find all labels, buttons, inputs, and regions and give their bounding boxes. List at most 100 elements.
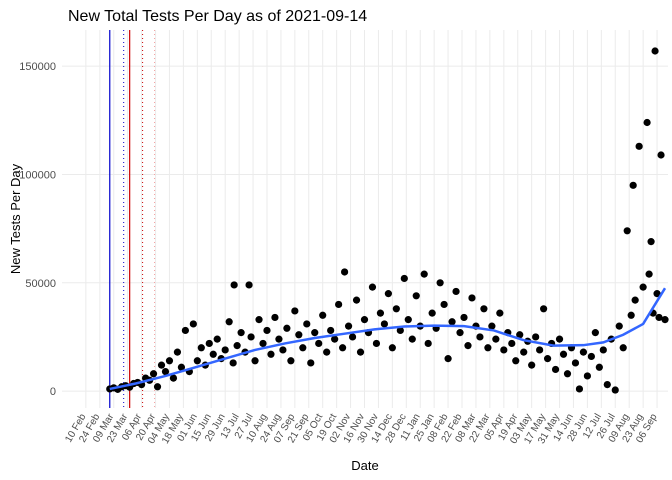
point (165, 357, 174, 365)
point (319, 311, 327, 319)
point (448, 318, 456, 326)
point (193, 357, 201, 365)
point (661, 316, 669, 324)
point (392, 305, 400, 313)
point (657, 151, 665, 159)
point (611, 386, 619, 394)
point (480, 305, 488, 313)
point (645, 270, 653, 278)
point (444, 355, 452, 363)
point (532, 333, 540, 341)
point (571, 359, 580, 367)
point (173, 348, 182, 356)
x-axis-label: Date (351, 458, 378, 473)
y-tick-label: 50000 (25, 278, 56, 290)
point (653, 290, 661, 298)
point (335, 300, 343, 309)
point (440, 300, 448, 309)
point (352, 296, 361, 304)
point (643, 118, 651, 127)
point (651, 47, 659, 55)
point (233, 342, 241, 350)
point (315, 339, 323, 348)
point (635, 142, 643, 150)
point (536, 346, 544, 354)
point (263, 326, 271, 335)
point (631, 296, 639, 304)
point (221, 346, 229, 354)
point (376, 309, 385, 317)
point (615, 322, 623, 330)
point (275, 335, 283, 343)
point (408, 335, 416, 343)
point (623, 227, 631, 235)
point (331, 335, 339, 343)
point (323, 348, 331, 356)
point (460, 313, 468, 322)
point (559, 350, 568, 358)
point (404, 316, 412, 324)
point (583, 372, 591, 380)
point (591, 329, 599, 337)
point (279, 346, 287, 354)
point (543, 355, 552, 363)
point (259, 339, 267, 348)
point (629, 181, 637, 189)
point (516, 331, 524, 339)
point (157, 361, 166, 369)
point (189, 320, 197, 328)
point (520, 348, 528, 356)
point (149, 370, 158, 378)
point (291, 307, 299, 315)
point (311, 329, 319, 337)
point (247, 333, 255, 341)
point (551, 365, 560, 374)
point (396, 326, 404, 335)
point (575, 385, 584, 393)
point (295, 331, 303, 339)
point (456, 329, 464, 337)
point (639, 283, 647, 291)
point (512, 357, 520, 365)
point (388, 344, 396, 352)
point (655, 313, 663, 322)
point (452, 287, 460, 296)
point (197, 344, 205, 352)
point (647, 238, 655, 246)
point (619, 344, 627, 352)
point (255, 316, 263, 324)
point (587, 352, 595, 361)
point (225, 318, 233, 326)
point (356, 348, 365, 356)
point (344, 322, 353, 330)
point (339, 344, 347, 352)
point (579, 348, 588, 356)
point (153, 383, 162, 391)
point (209, 350, 217, 358)
point (230, 281, 238, 289)
point (412, 292, 420, 300)
point (508, 339, 516, 348)
point (287, 357, 295, 365)
point (245, 281, 253, 289)
point (500, 346, 508, 354)
point (599, 346, 607, 354)
point (303, 320, 311, 328)
point (603, 381, 611, 389)
point (271, 313, 279, 322)
point (368, 283, 377, 291)
point (384, 290, 392, 298)
y-tick-label: 150000 (19, 61, 56, 73)
point (341, 268, 349, 276)
point (348, 333, 357, 341)
point (161, 368, 170, 376)
point (595, 363, 603, 371)
point (400, 274, 408, 283)
point (327, 326, 335, 335)
point (428, 309, 436, 317)
point (213, 335, 221, 343)
point (468, 294, 476, 302)
point (476, 333, 484, 341)
point (283, 324, 291, 332)
